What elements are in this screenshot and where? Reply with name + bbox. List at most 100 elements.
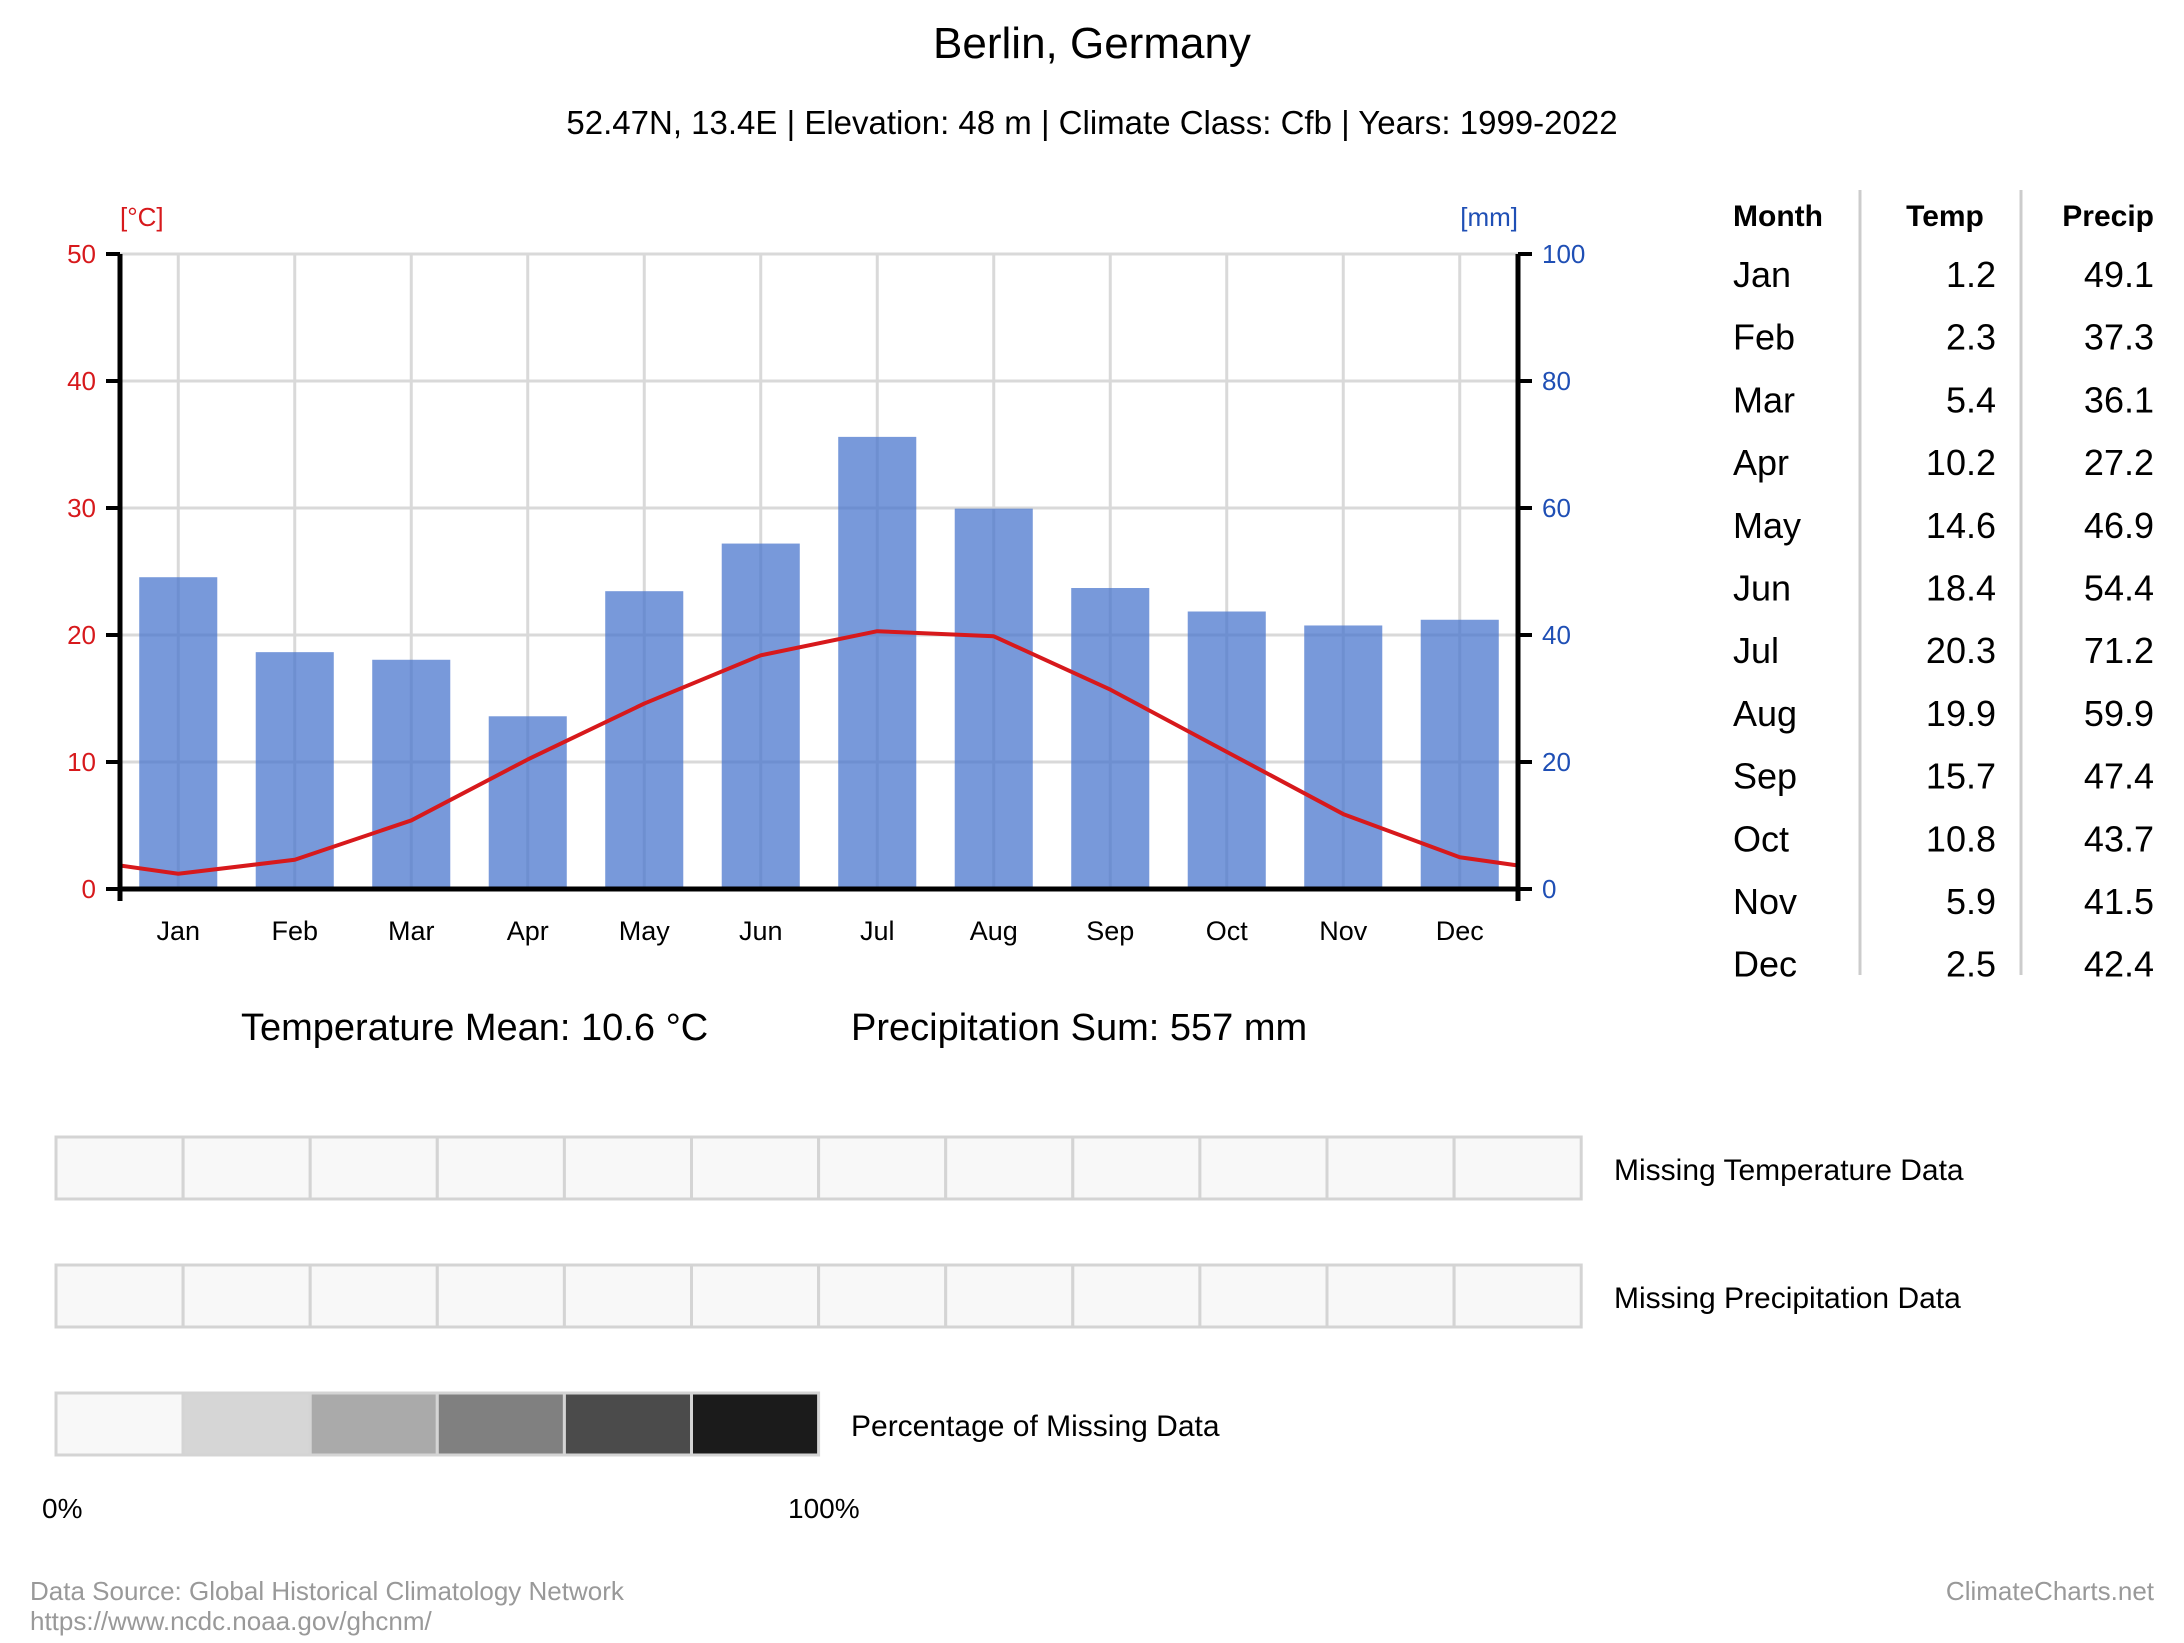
table-cell-precip: 49.1: [2084, 254, 2154, 295]
table-cell-precip: 47.4: [2084, 756, 2154, 797]
left-axis-ticks: 0 10 20 30 40 50: [67, 239, 120, 904]
missing-legend-label: Percentage of Missing Data: [851, 1410, 1220, 1443]
table-cell-month: Mar: [1733, 379, 1795, 420]
table-cell-month: Jan: [1733, 254, 1791, 295]
missing-temperature-cell: [1325, 1135, 1456, 1201]
table-cell-precip: 36.1: [2084, 379, 2154, 420]
table-cell-precip: 59.9: [2084, 693, 2154, 734]
precipitation-bars: [139, 436, 1499, 889]
right-tick-label: 80: [1542, 366, 1571, 396]
missing-precipitation-cell: [181, 1263, 312, 1329]
table-cell-temp: 2.3: [1946, 317, 1996, 358]
table-cell-month: Jul: [1733, 630, 1779, 671]
site-credit[interactable]: ClimateCharts.net: [1946, 1576, 2155, 1606]
table-cell-month: Feb: [1733, 317, 1795, 358]
chart-axes: [117, 254, 1521, 901]
table-cell-month: Dec: [1733, 944, 1797, 985]
missing-temperature-strip: [54, 1135, 1583, 1201]
right-tick-label: 20: [1542, 747, 1571, 777]
missing-precipitation-cell: [562, 1263, 694, 1329]
chart-subtitle: 52.47N, 13.4E | Elevation: 48 m | Climat…: [566, 104, 1617, 141]
missing-temperature-cell: [54, 1135, 185, 1201]
left-tick-label: 0: [82, 874, 96, 904]
missing-temperature-cell: [817, 1135, 948, 1201]
right-axis-ticks: 0 20 40 60 80 100: [1518, 239, 1585, 904]
missing-temperature-label: Missing Temperature Data: [1614, 1154, 1964, 1187]
temperature-line-group: [119, 629, 1519, 876]
x-axis-ticks: Jan Feb Mar Apr May Jun Jul Aug Sep Oct Nov Dec: [156, 916, 1483, 946]
missing-temperature-cell: [181, 1135, 312, 1201]
climate-table: Month Temp Precip Jan 1.2 49.1 Feb 2.3 37.3 Mar 5.…: [1733, 190, 2154, 985]
x-tick-label: Feb: [271, 916, 318, 946]
table-cell-precip: 27.2: [2084, 442, 2154, 483]
table-cell-month: May: [1733, 505, 1801, 546]
missing-precipitation-cell: [1325, 1263, 1456, 1329]
missing-temperature-cell: [435, 1135, 566, 1201]
legend-max-label: 100%: [788, 1493, 860, 1524]
missing-precipitation-cell: [817, 1263, 948, 1329]
table-cell-month: Sep: [1733, 756, 1797, 797]
table-header-precip: Precip: [2062, 200, 2154, 233]
missing-temperature-cell: [562, 1135, 694, 1201]
x-tick-label: Oct: [1206, 916, 1249, 946]
precipitation-bar: [139, 577, 218, 889]
missing-temperature-cell: [308, 1135, 439, 1201]
table-cell-precip: 41.5: [2084, 881, 2154, 922]
legend-swatch: [308, 1391, 439, 1457]
right-tick-label: 40: [1542, 620, 1571, 650]
x-tick-label: Nov: [1319, 916, 1368, 946]
missing-precipitation-cell: [308, 1263, 439, 1329]
temperature-mean: Temperature Mean: 10.6 °C: [241, 1007, 708, 1049]
precipitation-bar: [255, 652, 334, 889]
table-cell-temp: 14.6: [1926, 505, 1996, 546]
missing-precipitation-cell: [690, 1263, 821, 1329]
precipitation-bar: [1304, 625, 1383, 889]
missing-precipitation-cell: [1198, 1263, 1329, 1329]
missing-precipitation-cell: [944, 1263, 1075, 1329]
missing-precipitation-label: Missing Precipitation Data: [1614, 1282, 1961, 1315]
data-source-line: Data Source: Global Historical Climatolo…: [30, 1576, 625, 1606]
table-cell-temp: 10.2: [1926, 442, 1996, 483]
table-cell-temp: 5.9: [1946, 881, 1996, 922]
left-tick-label: 50: [67, 239, 96, 269]
missing-temperature-cell: [1198, 1135, 1329, 1201]
missing-temperature-cell: [1452, 1135, 1583, 1201]
precipitation-bar: [721, 543, 800, 889]
precipitation-bar: [1071, 588, 1150, 889]
table-cell-precip: 71.2: [2084, 630, 2154, 671]
left-tick-label: 30: [67, 493, 96, 523]
x-tick-label: Sep: [1086, 916, 1134, 946]
missing-precipitation-cell: [435, 1263, 566, 1329]
x-tick-label: Apr: [507, 916, 549, 946]
table-cell-month: Oct: [1733, 818, 1789, 859]
right-tick-label: 0: [1542, 874, 1556, 904]
right-tick-label: 100: [1542, 239, 1585, 269]
table-cell-month: Aug: [1733, 693, 1797, 734]
table-cell-precip: 43.7: [2084, 818, 2154, 859]
missing-precipitation-strip: [54, 1263, 1583, 1329]
table-cell-month: Nov: [1733, 881, 1797, 922]
precipitation-bar: [488, 716, 567, 889]
x-tick-label: Mar: [388, 916, 435, 946]
legend-swatch: [690, 1391, 821, 1457]
x-tick-label: May: [619, 916, 671, 946]
legend-swatch: [435, 1391, 566, 1457]
missing-precipitation-cell: [54, 1263, 185, 1329]
table-header-temp: Temp: [1906, 200, 1984, 233]
legend-swatch: [181, 1391, 312, 1457]
table-header-month: Month: [1733, 200, 1823, 233]
table-cell-temp: 15.7: [1926, 756, 1996, 797]
data-source-url[interactable]: https://www.ncdc.noaa.gov/ghcnm/: [30, 1606, 433, 1636]
precipitation-bar: [605, 591, 684, 889]
table-cell-precip: 37.3: [2084, 317, 2154, 358]
legend-min-label: 0%: [42, 1493, 82, 1524]
precipitation-sum: Precipitation Sum: 557 mm: [851, 1007, 1307, 1049]
table-cell-precip: 46.9: [2084, 505, 2154, 546]
precipitation-bar: [372, 659, 451, 889]
left-tick-label: 10: [67, 747, 96, 777]
right-axis-unit-label: [mm]: [1460, 202, 1518, 232]
table-cell-temp: 18.4: [1926, 568, 1996, 609]
left-axis-unit-label: [°C]: [120, 202, 164, 232]
x-tick-label: Aug: [970, 916, 1018, 946]
x-tick-label: Dec: [1436, 916, 1484, 946]
